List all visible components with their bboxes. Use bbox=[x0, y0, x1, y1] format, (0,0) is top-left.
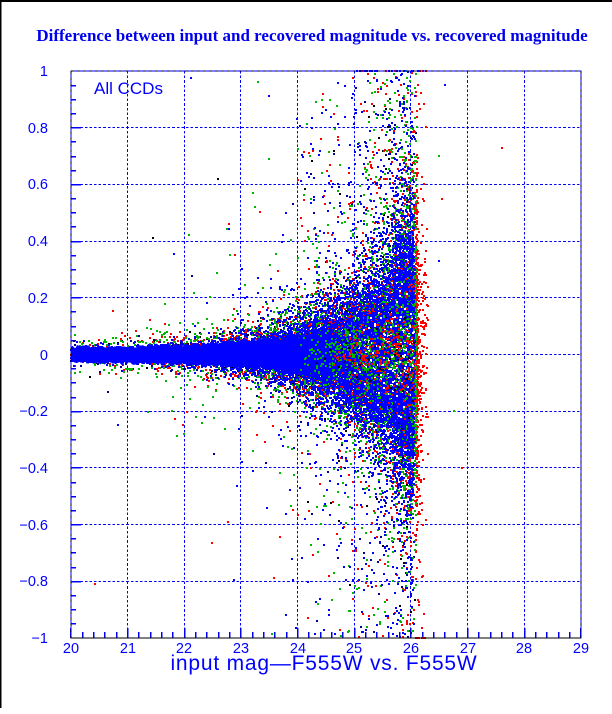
svg-text:0.4: 0.4 bbox=[28, 234, 48, 250]
svg-text:28: 28 bbox=[516, 641, 532, 657]
svg-text:−0.6: −0.6 bbox=[19, 518, 48, 534]
svg-text:Difference between input and r: Difference between input and recovered m… bbox=[36, 26, 588, 45]
svg-text:0.8: 0.8 bbox=[28, 121, 48, 137]
svg-text:1: 1 bbox=[40, 64, 48, 80]
svg-text:23: 23 bbox=[233, 641, 249, 657]
svg-text:29: 29 bbox=[573, 641, 589, 657]
svg-text:20: 20 bbox=[63, 641, 79, 657]
svg-text:All CCDs: All CCDs bbox=[94, 79, 163, 98]
svg-text:25: 25 bbox=[346, 641, 362, 657]
svg-text:0.6: 0.6 bbox=[28, 177, 48, 193]
svg-text:0: 0 bbox=[40, 348, 48, 364]
svg-text:−0.4: −0.4 bbox=[19, 461, 48, 477]
svg-text:−0.8: −0.8 bbox=[19, 574, 48, 590]
svg-text:26: 26 bbox=[403, 641, 419, 657]
svg-text:−1: −1 bbox=[31, 631, 48, 647]
svg-text:24: 24 bbox=[290, 641, 306, 657]
svg-text:−0.2: −0.2 bbox=[19, 404, 48, 420]
svg-text:0.2: 0.2 bbox=[28, 291, 48, 307]
svg-text:22: 22 bbox=[176, 641, 192, 657]
svg-text:27: 27 bbox=[460, 641, 476, 657]
svg-text:input mag—F555W vs. F555W: input mag—F555W vs. F555W bbox=[170, 652, 477, 675]
svg-text:21: 21 bbox=[120, 641, 136, 657]
